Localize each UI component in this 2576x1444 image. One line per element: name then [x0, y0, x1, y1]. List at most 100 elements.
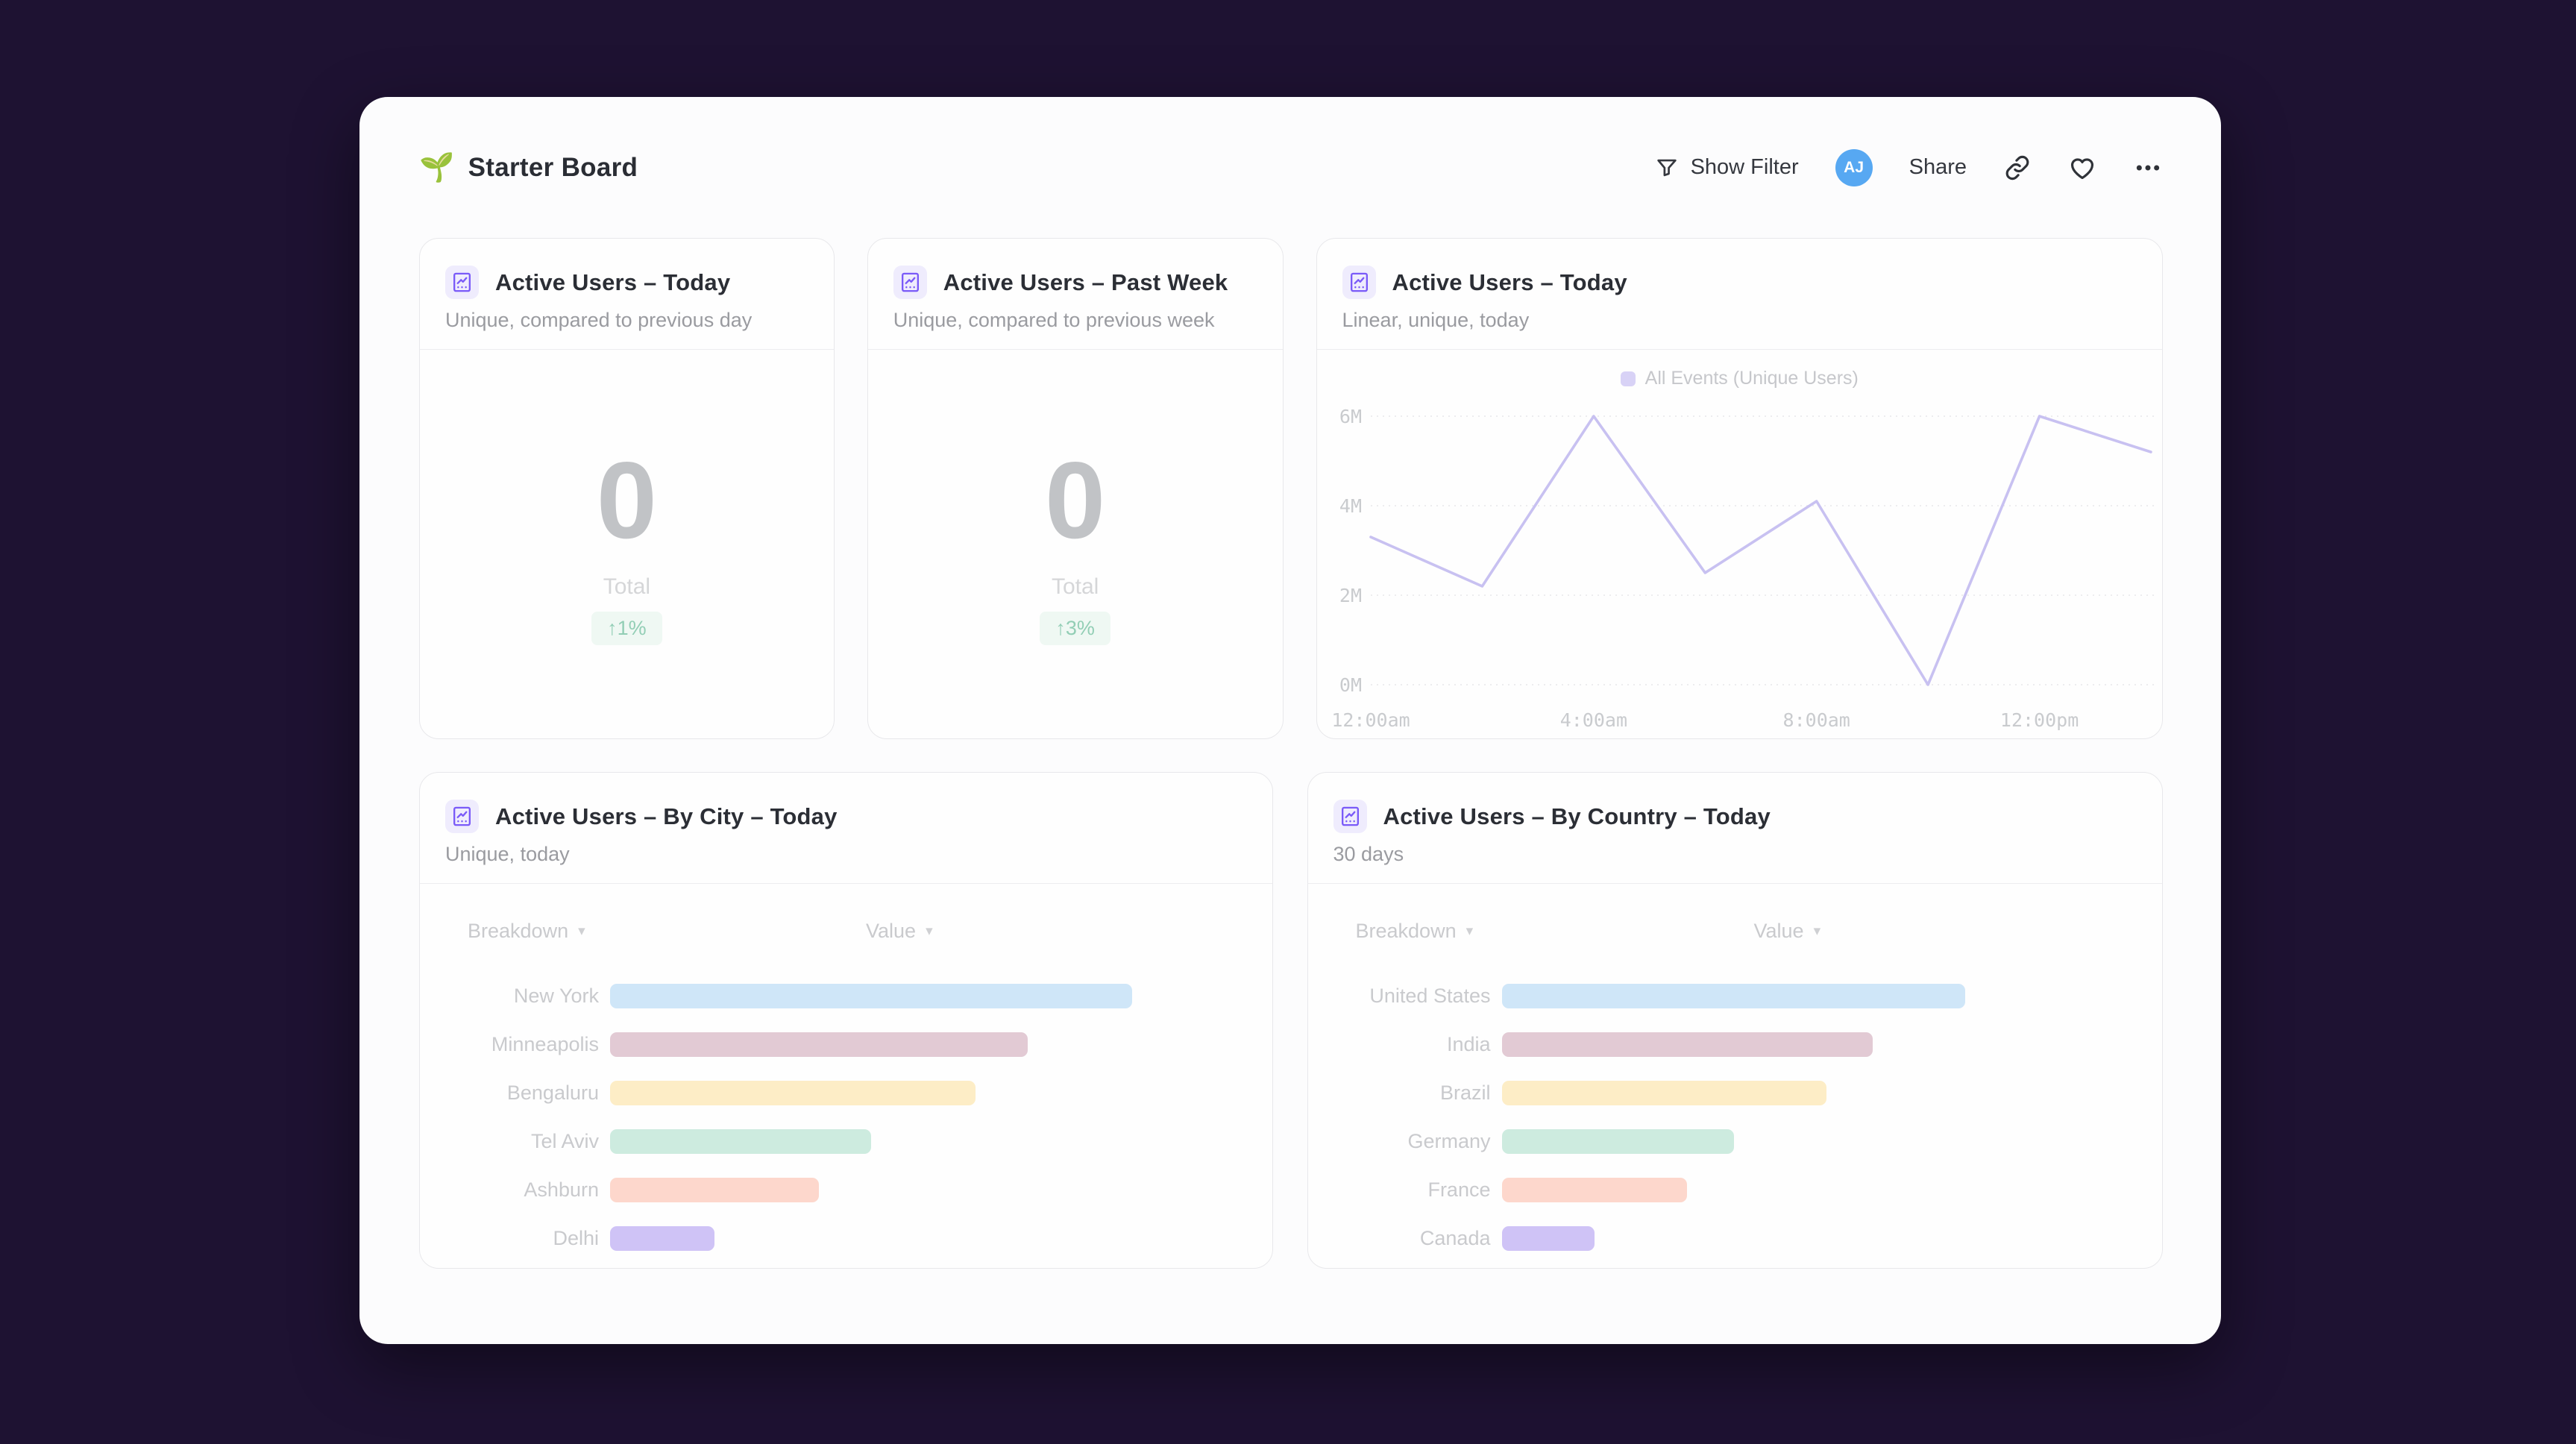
card-active-users-by-city: Active Users – By City – Today Unique, t…: [419, 772, 1273, 1269]
card-header: Active Users – Today Linear, unique, tod…: [1316, 239, 2162, 350]
link-icon: [2005, 155, 2029, 180]
column-header-value[interactable]: Value ▾: [1754, 920, 1821, 943]
value-bar: [610, 984, 1132, 1008]
table-row: Ashburn: [420, 1166, 1272, 1214]
breakdown-body: Breakdown ▾ Value ▾ United States India Br…: [1308, 884, 2163, 1268]
kpi-value: 0: [1045, 439, 1106, 561]
kpi-total-label: Total: [1051, 574, 1099, 599]
x-axis-tick: 4:00am: [1559, 709, 1627, 731]
kpi-delta-badge: ↑1%: [591, 612, 662, 645]
table-row: Minneapolis: [420, 1020, 1272, 1069]
card-active-users-by-country: Active Users – By Country – Today 30 day…: [1307, 772, 2163, 1269]
favorite-button[interactable]: [2068, 154, 2096, 182]
card-active-users-past-week: Active Users – Past Week Unique, compare…: [867, 238, 1284, 739]
legend-label: All Events (Unique Users): [1644, 368, 1859, 389]
row-label: India: [1446, 1033, 1491, 1055]
card-title: Active Users – Past Week: [943, 269, 1228, 295]
table-row: Brazil: [1308, 1069, 2163, 1117]
value-bar: [1501, 1081, 1826, 1105]
chart-icon: [893, 266, 927, 299]
kpi-delta-badge: ↑3%: [1040, 612, 1110, 645]
value-bar: [610, 1129, 871, 1154]
card-title: Active Users – Today: [495, 269, 731, 295]
x-axis-tick: 12:00am: [1331, 709, 1410, 731]
by-country-rows: United States India Brazil Germany France Can…: [1308, 972, 2163, 1263]
value-bar: [1501, 1129, 1734, 1154]
column-header-breakdown[interactable]: Breakdown ▾: [1356, 920, 1474, 943]
card-title: Active Users – By City – Today: [495, 803, 838, 829]
value-bar: [610, 1032, 1028, 1057]
chart-icon: [445, 266, 479, 299]
y-axis-tick: 6M: [1339, 406, 1361, 427]
line-chart-body: All Events (Unique Users) 0M 2M 4M 6M 12:00a…: [1317, 350, 2163, 738]
table-row: United States: [1308, 972, 2163, 1020]
legend-swatch: [1620, 371, 1636, 386]
column-header-breakdown[interactable]: Breakdown ▾: [468, 920, 585, 943]
column-label: Value: [1753, 920, 1804, 942]
show-filter-button[interactable]: Show Filter: [1654, 155, 1799, 180]
kpi-total-label: Total: [603, 574, 651, 599]
chart-icon: [1333, 800, 1367, 833]
row-label: Delhi: [553, 1227, 599, 1249]
card-header: Active Users – By Country – Today 30 day…: [1307, 773, 2162, 884]
chevron-down-icon: ▾: [926, 923, 933, 939]
chevron-down-icon: ▾: [578, 923, 585, 939]
card-active-users-line-chart: Active Users – Today Linear, unique, tod…: [1316, 238, 2163, 739]
value-bar: [610, 1178, 819, 1202]
y-axis-tick: 2M: [1339, 585, 1361, 606]
row-label: New York: [513, 985, 599, 1007]
x-axis-tick: 8:00am: [1782, 709, 1850, 731]
card-active-users-today: Active Users – Today Unique, compared to…: [419, 238, 835, 739]
share-label: Share: [1909, 155, 1967, 179]
breakdown-body: Breakdown ▾ Value ▾ New York Minneapolis B…: [420, 884, 1272, 1268]
show-filter-label: Show Filter: [1690, 155, 1799, 179]
value-bar: [1501, 1178, 1687, 1202]
card-header: Active Users – Today Unique, compared to…: [420, 239, 834, 350]
share-button[interactable]: Share: [1909, 155, 1967, 180]
heart-icon: [2070, 157, 2094, 179]
table-row: Bengaluru: [420, 1069, 1272, 1117]
page-title: Starter Board: [468, 152, 638, 182]
top-bar: 🌱 Starter Board Show Filter AJ Share: [419, 97, 2163, 238]
card-subtitle: Unique, compared to previous day: [445, 309, 753, 331]
value-bar: [610, 1226, 714, 1251]
column-label: Breakdown: [1355, 920, 1457, 942]
row-label: Tel Aviv: [530, 1130, 599, 1152]
column-header-value[interactable]: Value ▾: [866, 920, 933, 943]
card-subtitle: Unique, compared to previous week: [893, 309, 1215, 331]
card-subtitle: 30 days: [1333, 843, 1404, 865]
chart-icon: [445, 800, 479, 833]
more-options-button[interactable]: [2133, 153, 2163, 183]
row-label: France: [1427, 1178, 1491, 1201]
table-row: Germany: [1308, 1117, 2163, 1166]
table-row: France: [1308, 1166, 2163, 1214]
cards-row-2: Active Users – By City – Today Unique, t…: [419, 772, 2163, 1269]
row-label: Canada: [1419, 1227, 1491, 1249]
avatar[interactable]: AJ: [1835, 148, 1873, 186]
card-header: Active Users – Past Week Unique, compare…: [867, 239, 1283, 350]
ellipsis-icon: [2136, 165, 2160, 170]
value-bar: [1501, 1226, 1595, 1251]
funnel-filter-icon: [1656, 159, 1677, 176]
row-label: Bengaluru: [506, 1082, 599, 1104]
chevron-down-icon: ▾: [1466, 923, 1474, 939]
chart-icon: [1342, 266, 1376, 299]
row-label: Brazil: [1439, 1082, 1491, 1104]
seedling-icon: 🌱: [419, 151, 455, 183]
card-header: Active Users – By City – Today Unique, t…: [420, 773, 1272, 884]
card-title: Active Users – By Country – Today: [1383, 803, 1771, 829]
table-row: India: [1308, 1020, 2163, 1069]
board-title: 🌱 Starter Board: [419, 153, 638, 183]
y-axis-tick: 4M: [1339, 495, 1361, 517]
table-row: Canada: [1308, 1214, 2163, 1263]
column-label: Breakdown: [468, 920, 569, 942]
row-label: United States: [1369, 985, 1491, 1007]
card-title: Active Users – Today: [1392, 269, 1627, 295]
table-row: Tel Aviv: [420, 1117, 1272, 1166]
chart-legend: All Events (Unique Users): [1317, 350, 2163, 389]
toolbar: Show Filter AJ Share: [1654, 148, 2163, 186]
table-row: Delhi: [420, 1214, 1272, 1263]
by-city-rows: New York Minneapolis Bengaluru Tel Aviv Ashb…: [420, 972, 1272, 1263]
value-bar: [1501, 1032, 1873, 1057]
copy-link-button[interactable]: [2003, 154, 2032, 182]
